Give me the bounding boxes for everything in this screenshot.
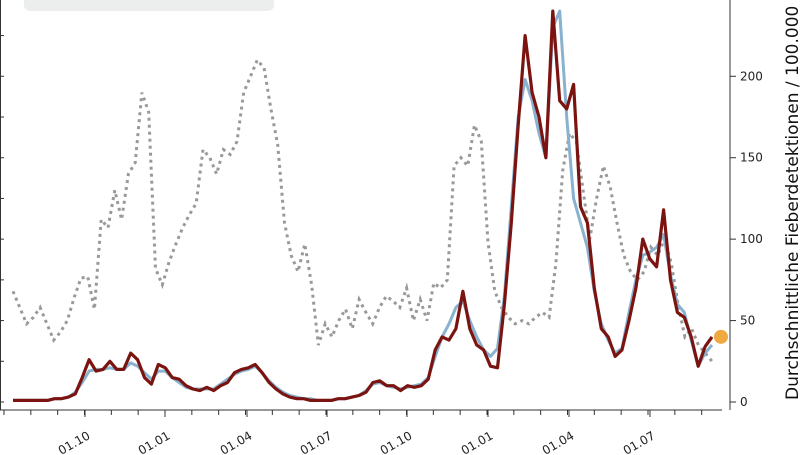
x-tick-label-4: 01.10 [378,428,415,455]
chart-markers [714,329,728,344]
chart-series [11,9,714,402]
y-tick-label-2: 100 [740,232,763,246]
x-tick-label-1: 01.01 [136,428,173,455]
x-tick-label-0: 01.10 [56,428,93,455]
x-tick-label-5: 01.01 [459,428,496,455]
y-tick-label-4: 200 [740,69,763,83]
y-tick-label-3: 150 [740,151,763,165]
x-tick-label-3: 01.07 [298,428,335,455]
series-line-main [13,9,714,402]
y-tick-label-0: 0 [740,395,748,409]
y-tick-label-1: 50 [740,314,755,328]
x-tick-label-6: 01.04 [540,428,577,455]
x-tick-label-7: 01.07 [621,428,658,455]
series-line-smooth [13,9,714,402]
latest-value-marker [714,329,728,344]
series-line-dotted [11,57,714,363]
chart-axes: 0 50 100 150 200 01.10 01.01 01.04 01.07 01.10 01.… [0,0,763,455]
x-tick-label-2: 01.04 [218,428,255,455]
y-axis-label: Durchschnittliche Fieberdetektionen / 10… [783,6,803,400]
legend-box [24,0,274,11]
